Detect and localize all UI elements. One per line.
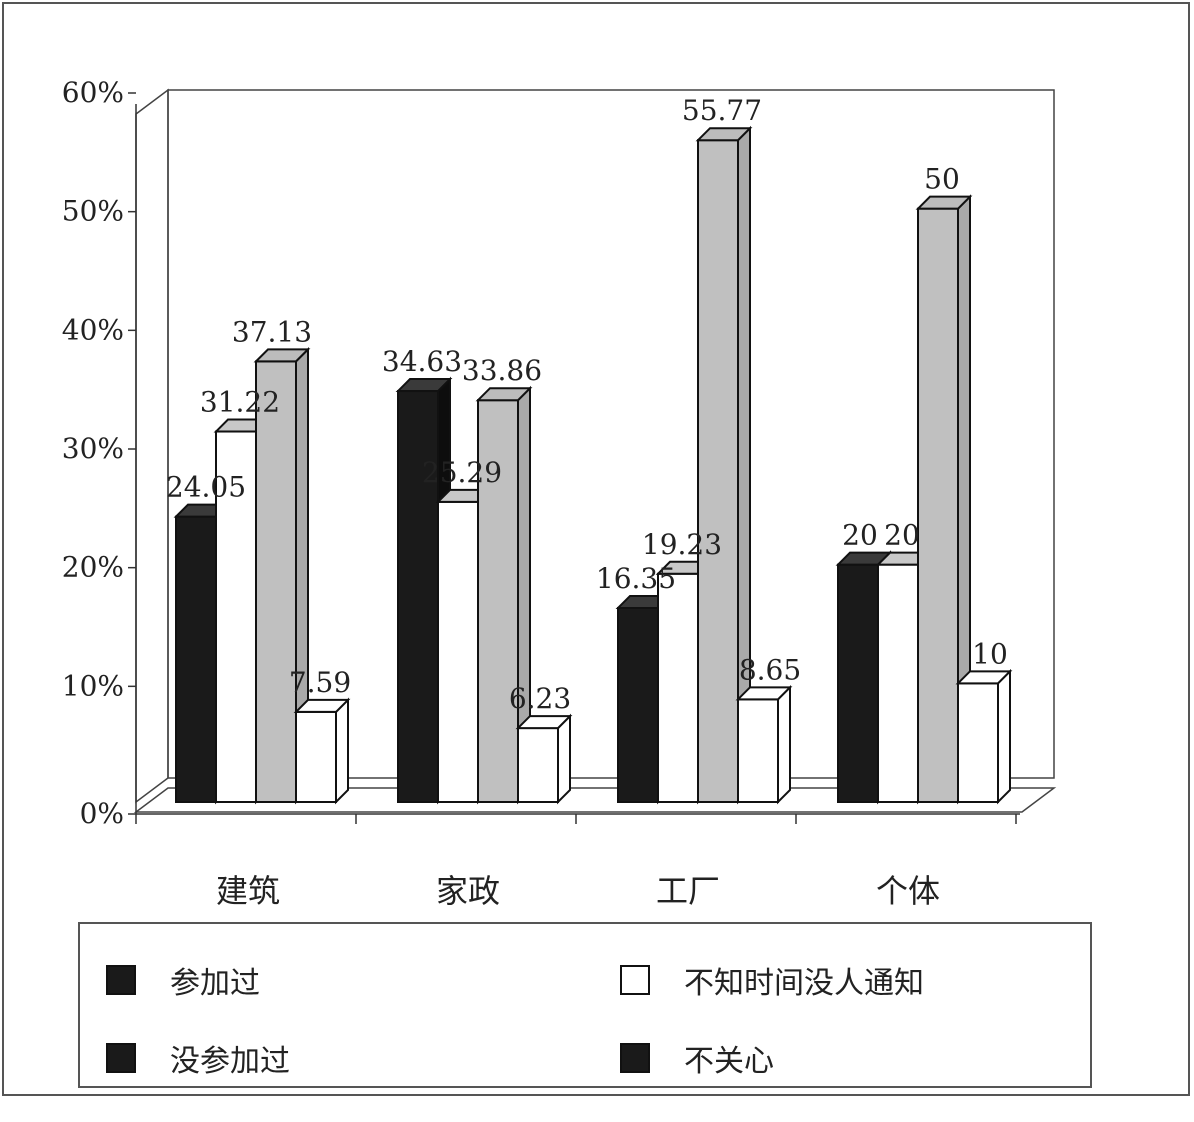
side-wall: [135, 88, 169, 804]
bar-top-3-2: [475, 387, 533, 402]
bar-3-4: [917, 207, 959, 803]
data-label-1-3: 16.35: [596, 562, 676, 595]
legend-label-2: 不知时间没人通知: [684, 966, 924, 1001]
x-tick-label: 个体: [876, 872, 940, 910]
bar-4-3: [737, 698, 779, 803]
bar-top-1-2: [395, 378, 453, 393]
floor: [133, 787, 1057, 813]
bar-1-3: [617, 606, 659, 803]
x-tick-label: 工厂: [656, 872, 720, 910]
bar-3-3: [697, 139, 739, 804]
x-tick-label: 家政: [436, 872, 500, 910]
bar-side-4-4: [997, 668, 1011, 805]
bar-side-4-1: [335, 697, 349, 805]
data-label-3-1: 37.13: [232, 315, 312, 348]
bar-side-4-3: [777, 684, 791, 805]
y-tick-label: 10%: [62, 669, 124, 702]
bar-top-4-2: [515, 715, 573, 730]
legend-swatch-2: [620, 965, 650, 995]
y-tick-label: 20%: [62, 551, 124, 584]
bar-chart: 0% 10% 20% 30% 40% 50% 60% 建筑 家政 工厂 个体 24.05 34.63 16…: [62, 76, 1057, 910]
y-tick-label: 60%: [62, 76, 124, 109]
bar-side-4-2: [557, 713, 571, 805]
data-label-2-1: 31.22: [200, 386, 280, 419]
y-tick-label: 0%: [80, 797, 124, 830]
legend-item-4: 不关心: [620, 1036, 774, 1080]
legend-swatch-3: [106, 1043, 136, 1073]
data-label-4-1: 7.59: [289, 666, 351, 699]
data-label-2-4: 20: [884, 519, 920, 552]
bar-4-2: [517, 727, 559, 804]
legend: 参加过 不知时间没人通知 没参加过 不关心: [78, 922, 1092, 1088]
bar-top-3-4: [915, 195, 973, 210]
data-label-3-4: 50: [924, 163, 960, 196]
data-label-1-4: 20: [842, 519, 878, 552]
legend-item-3: 没参加过: [106, 1036, 290, 1080]
data-label-4-4: 10: [972, 637, 1008, 670]
bar-top-4-1: [293, 698, 351, 713]
legend-label-1: 参加过: [170, 966, 260, 1001]
legend-item-1: 参加过: [106, 958, 260, 1002]
legend-label-3: 没参加过: [170, 1044, 290, 1079]
bar-2-3: [657, 572, 699, 804]
figure-frame: [2, 2, 1190, 1096]
y-tick-label: 40%: [62, 313, 124, 346]
data-label-2-2: 25.29: [422, 456, 502, 489]
data-label-3-3: 55.77: [682, 94, 762, 127]
legend-swatch-4: [620, 1043, 650, 1073]
data-label-2-3: 19.23: [642, 528, 722, 561]
data-label-3-2: 33.86: [462, 354, 542, 387]
bar-2-4: [877, 563, 919, 804]
data-label-1-1: 24.05: [166, 471, 246, 504]
y-tick-label: 50%: [62, 195, 124, 228]
data-label-1-2: 34.63: [382, 345, 462, 378]
bar-2-2: [437, 500, 479, 803]
bar-top-4-4: [955, 670, 1013, 685]
bar-1-2: [397, 390, 439, 803]
data-label-4-3: 8.65: [739, 653, 801, 686]
legend-item-2: 不知时间没人通知: [620, 958, 924, 1002]
data-label-4-2: 6.23: [509, 682, 571, 715]
bar-1-4: [837, 563, 879, 804]
legend-label-4: 不关心: [684, 1044, 774, 1079]
bar-4-4: [957, 682, 999, 803]
bar-4-1: [295, 710, 337, 804]
y-tick-label: 30%: [62, 432, 124, 465]
bar-1-1: [175, 515, 217, 804]
bar-3-1: [255, 360, 297, 803]
bar-top-3-1: [253, 348, 311, 363]
legend-swatch-1: [106, 965, 136, 995]
bar-top-3-3: [695, 127, 753, 142]
bar-top-4-3: [735, 686, 793, 701]
x-tick-label: 建筑: [216, 872, 280, 910]
bar-3-2: [477, 399, 519, 803]
